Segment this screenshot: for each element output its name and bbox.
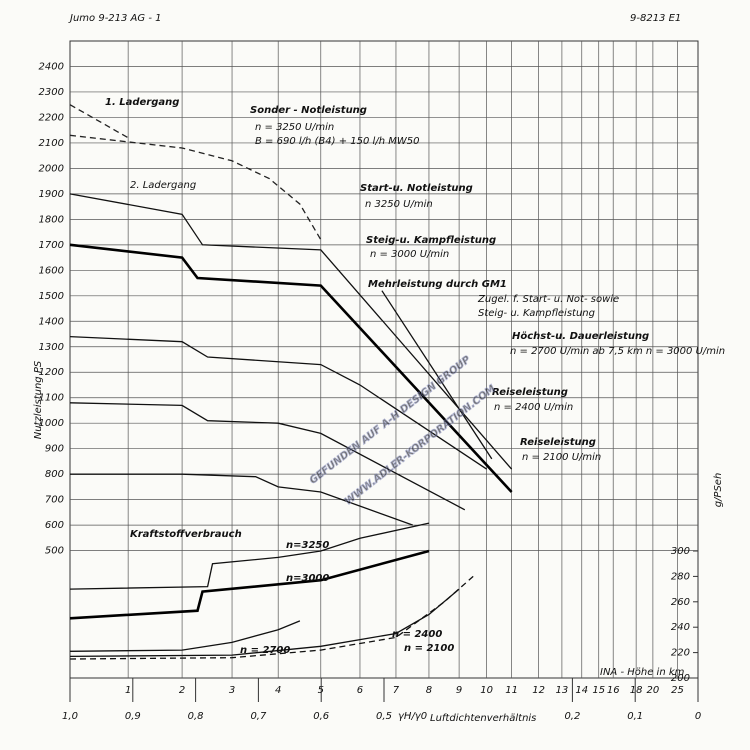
annotation: n 3250 U/min <box>365 199 433 210</box>
series-line <box>69 335 487 470</box>
y-tick-label: 2100 <box>39 138 64 149</box>
annotation: Kraftstoffverbrauch <box>130 529 242 540</box>
y-tick-label: 1900 <box>39 189 64 200</box>
y-tick-label: 500 <box>45 546 64 557</box>
annotation: n = 2100 U/min <box>522 452 601 463</box>
y2-tick-label: 260 <box>671 597 690 608</box>
annotation: n = 3250 U/min <box>255 122 334 133</box>
annotation: Zugel. f. Start- u. Not- sowie <box>477 294 619 305</box>
y2-tick-label: 220 <box>671 648 690 659</box>
x-tick-label: 1 <box>125 685 131 696</box>
y-tick-label: 1000 <box>39 418 64 429</box>
series-line <box>69 522 430 590</box>
series-line <box>69 588 460 658</box>
annotation: Steig- u. Kampfleistung <box>478 308 595 319</box>
series-label: Höchst-u. Dauerleistung <box>512 331 649 342</box>
y-tick-label: 1400 <box>39 316 64 327</box>
annotation: n = 3000 U/min <box>370 249 449 260</box>
series-label: n = 2400 <box>392 629 442 640</box>
density-tick-label: 0,6 <box>313 711 329 722</box>
y-tick-label: 700 <box>45 495 64 506</box>
chart-title: Jumo 9-213 AG - 1 <box>68 13 161 24</box>
x-tick-label: 25 <box>671 685 684 696</box>
y-tick-label: 1800 <box>39 214 64 225</box>
y2-tick-label: 200 <box>671 673 690 684</box>
series-line <box>381 290 493 460</box>
x-tick-label: 7 <box>393 685 400 696</box>
series-label: n = 2700 <box>240 645 290 656</box>
y-tick-label: 800 <box>45 469 64 480</box>
x-tick-label: 20 <box>647 685 660 696</box>
x-tick-label: 12 <box>532 685 545 696</box>
density-tick-label: 0,7 <box>250 711 267 722</box>
y-tick-label: 1100 <box>39 393 64 404</box>
x-tick-label: 15 <box>592 685 605 696</box>
x-tick-label: 9 <box>456 685 462 696</box>
annotation: B = 690 l/h (B4) + 150 l/h MW50 <box>255 136 419 147</box>
x-tick-label: 4 <box>275 685 281 696</box>
density-symbol: γH/γ0 <box>398 711 427 722</box>
y-tick-label: 1700 <box>39 240 64 251</box>
y2-tick-label: 300 <box>671 546 690 557</box>
density-tick-label: 0,2 <box>564 711 580 722</box>
density-tick-label: 0 <box>695 711 701 722</box>
series-line <box>70 473 414 526</box>
y2-tick-label: 240 <box>671 622 690 633</box>
x-tick-label: 10 <box>480 685 493 696</box>
series-line <box>69 402 466 511</box>
series-label: n=3250 <box>286 540 329 551</box>
series-line <box>69 104 129 139</box>
x-tick-label: 13 <box>556 685 569 696</box>
series-label: n=3000 <box>286 573 329 584</box>
y-tick-label: 900 <box>45 444 64 455</box>
x-tick-label: 6 <box>357 685 363 696</box>
y-tick-label: 2400 <box>39 61 64 72</box>
series-line <box>69 193 513 470</box>
series-label: 1. Ladergang <box>105 97 179 108</box>
y-tick-label: 2200 <box>39 112 64 123</box>
series-line <box>69 620 301 652</box>
x-tick-label: 14 <box>575 685 588 696</box>
density-tick-label: 0,9 <box>125 711 141 722</box>
series-label: Sonder - Notleistung <box>250 105 367 116</box>
annotation: n = 2400 U/min <box>494 402 573 413</box>
y-axis-label: Nutzleistung PS <box>33 360 44 439</box>
series-label: Reiseleistung <box>492 387 568 398</box>
series-label: Start-u. Notleistung <box>360 183 473 194</box>
series-line <box>69 575 474 660</box>
annotation: 2. Ladergang <box>130 180 196 191</box>
density-label: Luftdichtenverhältnis <box>430 713 536 724</box>
x-tick-label: 11 <box>505 685 518 696</box>
series-line <box>69 243 513 493</box>
series-label: Mehrleistung durch GM1 <box>368 279 507 290</box>
x-axis-label: INA - Höhe in km <box>600 667 685 678</box>
x-tick-label: 3 <box>229 685 235 696</box>
x-tick-label: 16 <box>607 685 620 696</box>
x-tick-label: 8 <box>426 685 432 696</box>
y-tick-label: 1300 <box>39 342 64 353</box>
y-tick-label: 1600 <box>39 265 64 276</box>
y-tick-label: 1200 <box>39 367 64 378</box>
density-tick-label: 0,1 <box>627 711 643 722</box>
series-line <box>69 134 322 241</box>
density-tick-label: 1,0 <box>62 711 78 722</box>
x-tick-label: 18 <box>630 685 643 696</box>
y2-tick-label: 280 <box>671 571 690 582</box>
y-tick-label: 2300 <box>39 87 64 98</box>
y2-axis-label: g/PSeh <box>713 473 724 508</box>
chart-subtitle: 9-8213 E1 <box>630 13 681 24</box>
series-label: Steig-u. Kampfleistung <box>366 235 496 246</box>
x-tick-label: 2 <box>179 685 185 696</box>
density-tick-label: 0,8 <box>188 711 204 722</box>
y-tick-label: 1500 <box>39 291 64 302</box>
series-label: n = 2100 <box>404 643 454 654</box>
density-tick-label: 0,5 <box>376 711 392 722</box>
series-line <box>69 549 430 620</box>
series-label: Reiseleistung <box>520 437 596 448</box>
y-tick-label: 600 <box>45 520 64 531</box>
y-tick-label: 2000 <box>39 163 64 174</box>
annotation: n = 2700 U/min ab 7,5 km n = 3000 U/min <box>510 346 725 357</box>
